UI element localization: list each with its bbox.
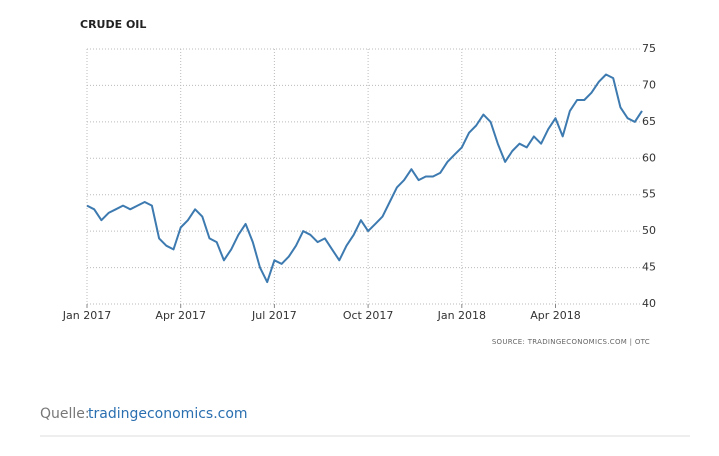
y-tick-label: 75 (642, 42, 656, 55)
x-tick-label: Jan 2018 (437, 309, 486, 322)
y-tick-label: 70 (642, 78, 656, 91)
y-tick-label: 45 (642, 261, 656, 274)
x-tick-label: Apr 2017 (155, 309, 206, 322)
caption-prefix: Quelle: (40, 406, 90, 422)
chart-title: CRUDE OIL (80, 18, 146, 31)
y-tick-label: 60 (642, 151, 656, 164)
source: SOURCE: TRADINGECONOMICS.COM | OTC (492, 338, 650, 346)
caption-link[interactable]: tradingeconomics.com (88, 406, 248, 422)
x-tick-label: Jan 2017 (62, 309, 111, 322)
y-tick-label: 50 (642, 224, 656, 237)
x-tick-label: Apr 2018 (530, 309, 581, 322)
y-tick-label: 55 (642, 188, 656, 201)
y-tick-label: 65 (642, 115, 656, 128)
line (86, 73, 643, 284)
y-tick-label: 40 (642, 297, 656, 310)
x-tick-label: Jul 2017 (251, 309, 297, 322)
x-tick-label: Oct 2017 (343, 309, 394, 322)
